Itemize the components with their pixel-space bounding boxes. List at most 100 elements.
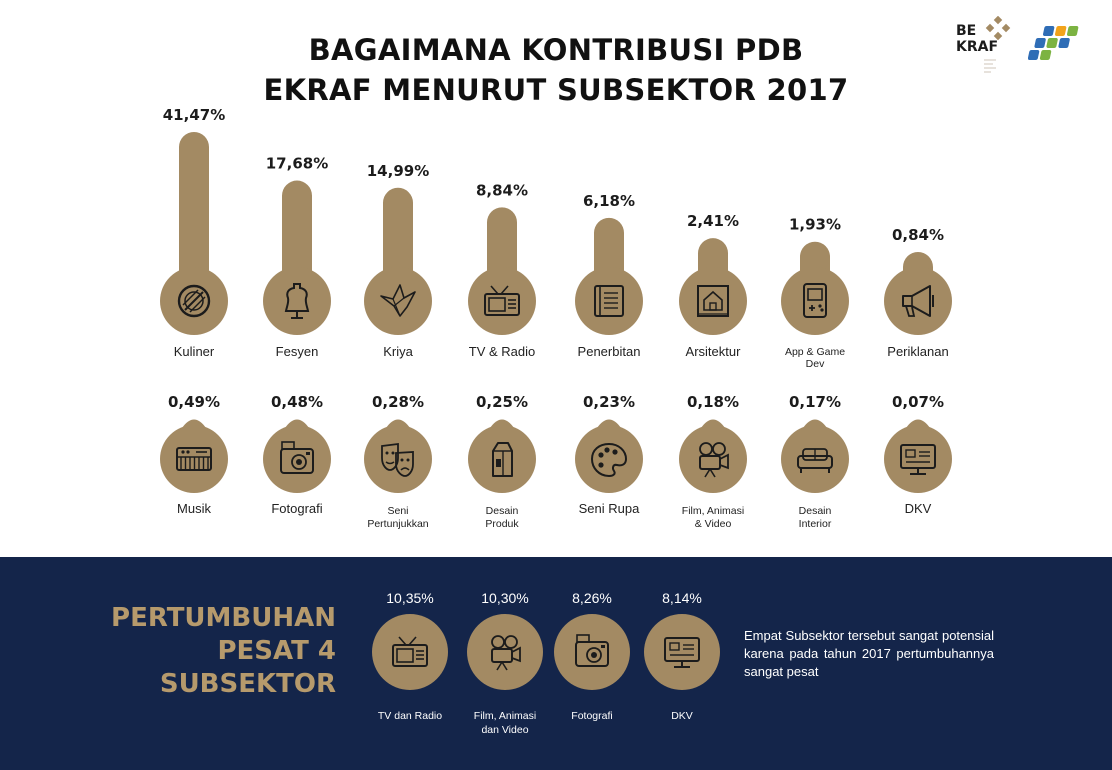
marker-bulb [575,425,643,493]
growth-value: 10,35% [386,590,433,606]
milk-carton-icon [492,442,513,477]
category-label: Seni Rupa [579,501,640,516]
bar-bulb [884,267,952,335]
category-label: Desain [486,505,519,517]
category-label: TV & Radio [469,344,535,359]
growth-value: 10,30% [481,590,528,606]
data-label: 0,84% [892,226,944,244]
bar-arsitektur: 2,41% Arsitektur [679,212,747,359]
bekraf-lines-icon [984,59,996,73]
category-label: Kriya [383,344,413,359]
camera-icon [280,441,314,474]
marker-bulb [679,425,747,493]
bar-bulb [679,267,747,335]
growth-circle [644,614,720,690]
data-label: 6,18% [583,192,635,210]
book-icon [594,285,624,317]
theater-masks-icon [381,442,414,477]
growth-item-dkv: 8,14% DKV [644,590,720,722]
marker-film-animasi-video: 0,18% Film, Animasi& Video [679,393,747,530]
data-label: 0,07% [892,393,944,411]
category-label: Dev [806,358,825,370]
category-label: Arsitektur [686,344,742,359]
marker-musik: 0,49% Musik [160,393,228,516]
growth-value: 8,14% [662,590,702,606]
marker-bulb [263,425,331,493]
page-title: BAGAIMANA KONTRIBUSI PDB EKRAF MENURUT S… [0,30,1112,110]
marker-fotografi: 0,48% Fotografi [263,393,331,516]
marker-bulb [884,425,952,493]
category-label: Fesyen [276,344,319,359]
sofa-icon [797,448,833,473]
data-label: 0,17% [789,393,841,411]
bar-bulb [364,267,432,335]
plate-icon [177,284,211,318]
category-label: Desain [799,505,832,517]
category-label: Interior [799,518,832,530]
film-camera-icon [491,635,521,671]
category-label: Musik [177,501,211,516]
category-label: Fotografi [271,501,322,516]
bar-tv-radio: 8,84% TV & Radio [468,181,536,359]
bekraf-logo: BE KRAF [954,16,1018,78]
dress-form-icon [284,283,310,319]
growth-circle [372,614,448,690]
growth-label: Film, Animasi [474,710,536,722]
camera-icon [575,634,609,667]
data-label: 0,25% [476,393,528,411]
category-label: Seni [387,505,408,517]
title-line-2: EKRAF MENURUT SUBSEKTOR 2017 [263,73,849,107]
tv-radio-icon [484,285,520,316]
category-label: DKV [905,501,932,516]
growth-item-fotografi: 8,26% Fotografi [554,590,630,722]
marker-bulb [468,425,536,493]
category-label: Film, Animasi [682,505,744,517]
keyboard-icon [176,447,212,471]
tv-radio-icon [392,636,428,667]
bekraf-logo-text-1: BE [956,23,977,39]
marker-seni-rupa: 0,23% Seni Rupa [575,393,643,516]
bar-fesyen: 17,68% Fesyen [263,155,331,359]
growth-circle [467,614,543,690]
category-label: Kuliner [174,344,215,359]
category-label: & Video [695,518,732,530]
data-label: 17,68% [266,155,328,173]
data-label: 14,99% [367,162,429,180]
data-label: 1,93% [789,216,841,234]
growth-item-tv-dan-radio: 10,35% TV dan Radio [372,590,448,722]
data-label: 0,48% [271,393,323,411]
bar-bulb [468,267,536,335]
bar-periklanan: 0,84% Periklanan [884,226,952,359]
bekraf-logo-text-2: KRAF [956,39,999,55]
megaphone-icon [902,285,934,317]
game-console-icon [803,283,827,318]
growth-value: 8,26% [572,590,612,606]
category-label: Periklanan [887,344,948,359]
growth-label: TV dan Radio [378,710,442,722]
bar-bulb [263,267,331,335]
monitor-icon [900,444,936,475]
bps-logo-icon [1028,26,1079,60]
bar-bulb [575,267,643,335]
data-label: 0,49% [168,393,220,411]
growth-label: dan Video [481,724,528,736]
bar-bulb [781,267,849,335]
bekraf-star-icon [985,16,1011,41]
bar-stem [179,132,209,301]
growth-circle [554,614,630,690]
bar-kuliner: 41,47% Kuliner [160,106,228,359]
category-label: App & Game [785,346,845,358]
growth-label: Fotografi [571,710,612,722]
data-label: 0,18% [687,393,739,411]
data-label: 41,47% [163,106,225,124]
palette-icon [590,442,628,478]
category-label: Produk [485,518,519,530]
growth-note: Empat Subsektor tersebut sangat potensia… [744,628,994,679]
title-line-1: BAGAIMANA KONTRIBUSI PDB [308,33,804,67]
origami-bird-icon [380,284,416,317]
marker-dkv: 0,07% DKV [884,393,952,516]
